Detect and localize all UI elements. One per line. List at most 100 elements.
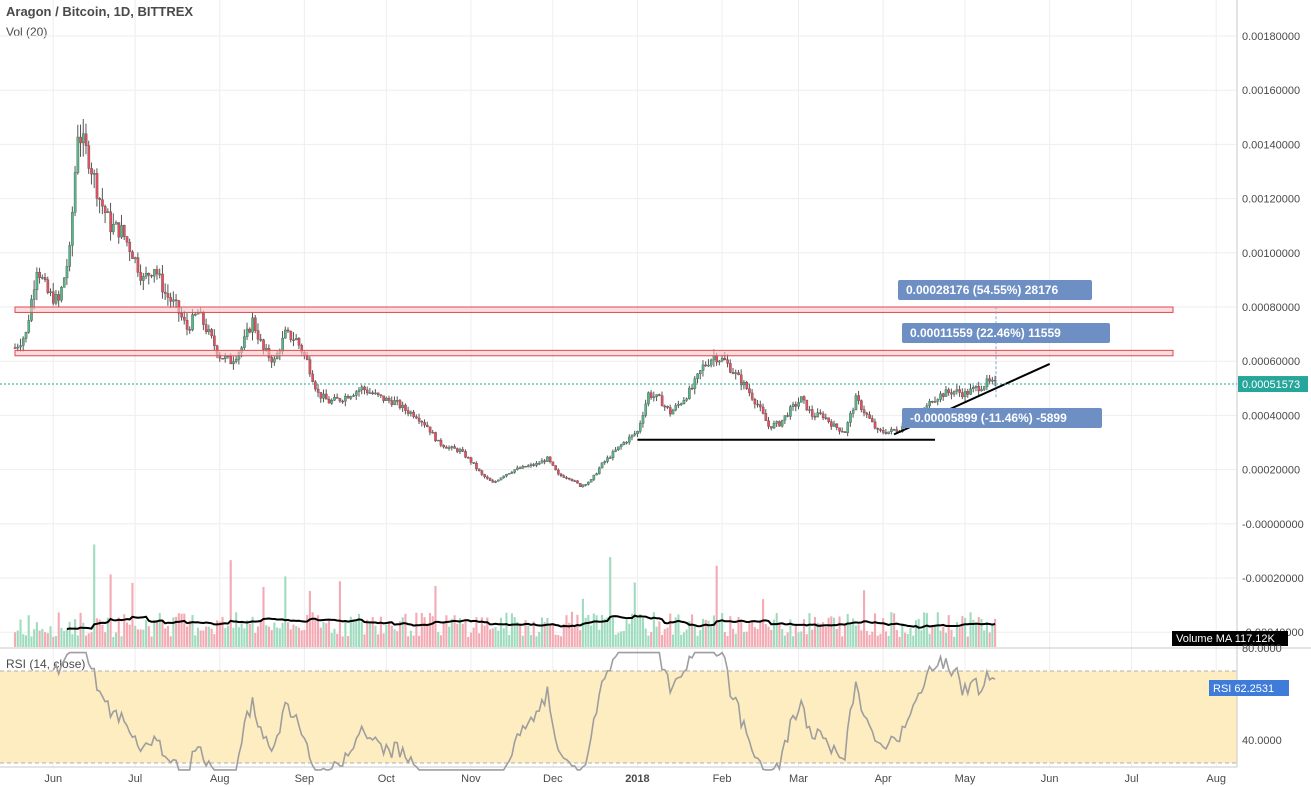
volume-bar — [737, 616, 740, 647]
measurements[interactable]: 0.00028176 (54.55%) 28176 0.00011559 (22.… — [898, 280, 1110, 428]
volume-bar — [658, 621, 661, 647]
candle — [453, 444, 456, 449]
candle — [830, 419, 833, 430]
candle — [254, 314, 257, 334]
volume-bar — [363, 634, 366, 647]
volume-bar — [161, 619, 164, 647]
volume-bar — [248, 623, 251, 647]
volume-bar — [661, 634, 664, 647]
volume-bar — [306, 615, 309, 647]
volume-bar — [434, 585, 437, 647]
time-tick-label: Jun — [1041, 773, 1059, 785]
candle — [718, 359, 721, 366]
candle — [404, 403, 407, 415]
candle — [516, 465, 519, 471]
volume-bar — [35, 622, 38, 647]
volume-bar — [622, 630, 625, 647]
candle — [54, 289, 58, 306]
candle — [499, 477, 503, 481]
volume-bar — [382, 633, 385, 647]
measurement-label[interactable]: 0.00028176 (54.55%) 28176 — [898, 280, 1092, 385]
candle — [84, 123, 88, 155]
candle — [21, 336, 25, 352]
volume-bar — [467, 636, 470, 647]
volume-bar — [950, 629, 953, 647]
volume-bar — [379, 616, 382, 647]
volume-bar — [808, 613, 811, 647]
candle — [68, 241, 71, 272]
volume-bar — [224, 628, 227, 647]
volume-bar — [428, 613, 432, 647]
candle — [65, 258, 69, 285]
candle — [819, 409, 822, 415]
candle — [117, 222, 121, 244]
candle — [292, 332, 295, 347]
candle — [559, 472, 563, 478]
volume-bar — [742, 631, 746, 647]
volume-bar — [527, 625, 530, 647]
candle — [346, 394, 350, 399]
volume-bar — [221, 616, 224, 647]
candle — [245, 322, 249, 340]
volume-bar — [830, 616, 833, 647]
candle — [884, 428, 888, 435]
volume-bar — [770, 629, 773, 647]
measurement-label[interactable]: 0.00011559 (22.46%) 11559 — [902, 323, 1110, 385]
volume-bar — [79, 612, 82, 647]
volume-bar — [175, 616, 178, 647]
volume-bar — [172, 617, 175, 647]
measurement-label[interactable]: -0.00005899 (-11.46%) -5899 — [902, 384, 1102, 428]
candle — [748, 383, 751, 397]
volume-bar — [863, 590, 866, 647]
candle — [213, 329, 216, 351]
candle — [570, 478, 574, 482]
volume-bar — [944, 632, 948, 647]
candle — [980, 385, 983, 392]
volume-bar — [857, 624, 860, 647]
candle — [879, 427, 882, 433]
candle — [843, 430, 847, 433]
candle — [783, 415, 787, 425]
resistance-zone[interactable] — [14, 306, 1174, 313]
candle — [630, 434, 634, 441]
candle — [139, 264, 142, 286]
candle — [338, 397, 342, 403]
volume-bar — [595, 615, 598, 647]
volume-bar — [155, 620, 159, 647]
candle — [658, 393, 661, 397]
volume-bar — [150, 636, 153, 647]
volume-bar — [603, 618, 606, 647]
candle — [772, 420, 776, 429]
volume-bar — [712, 615, 715, 647]
candle — [169, 292, 173, 308]
volume-bar — [644, 628, 647, 647]
volume-bar — [418, 635, 421, 647]
volume-bar — [117, 617, 120, 647]
candle — [311, 370, 314, 383]
volume-bar — [199, 630, 202, 647]
volume-bar — [52, 636, 55, 647]
volume-bar — [748, 623, 751, 647]
volume-ma-line — [66, 614, 996, 630]
candle — [202, 310, 205, 331]
volume-bar — [262, 586, 265, 647]
candle — [417, 413, 421, 425]
candle — [423, 419, 426, 428]
volume-bar — [464, 618, 467, 647]
time-tick-label: Jul — [1125, 773, 1139, 785]
candle — [445, 445, 448, 449]
candle — [109, 202, 112, 241]
volume-bar — [41, 629, 44, 647]
volume-bar — [783, 635, 786, 647]
resistance-zone[interactable] — [14, 349, 1174, 357]
volume-bar — [565, 615, 568, 647]
candle — [87, 140, 91, 174]
candle — [892, 428, 896, 431]
volume-bar — [16, 630, 19, 647]
volume-bar — [147, 626, 150, 647]
volume-bar — [953, 636, 956, 647]
candle — [606, 455, 609, 464]
candle — [551, 461, 555, 466]
candle — [114, 220, 118, 225]
